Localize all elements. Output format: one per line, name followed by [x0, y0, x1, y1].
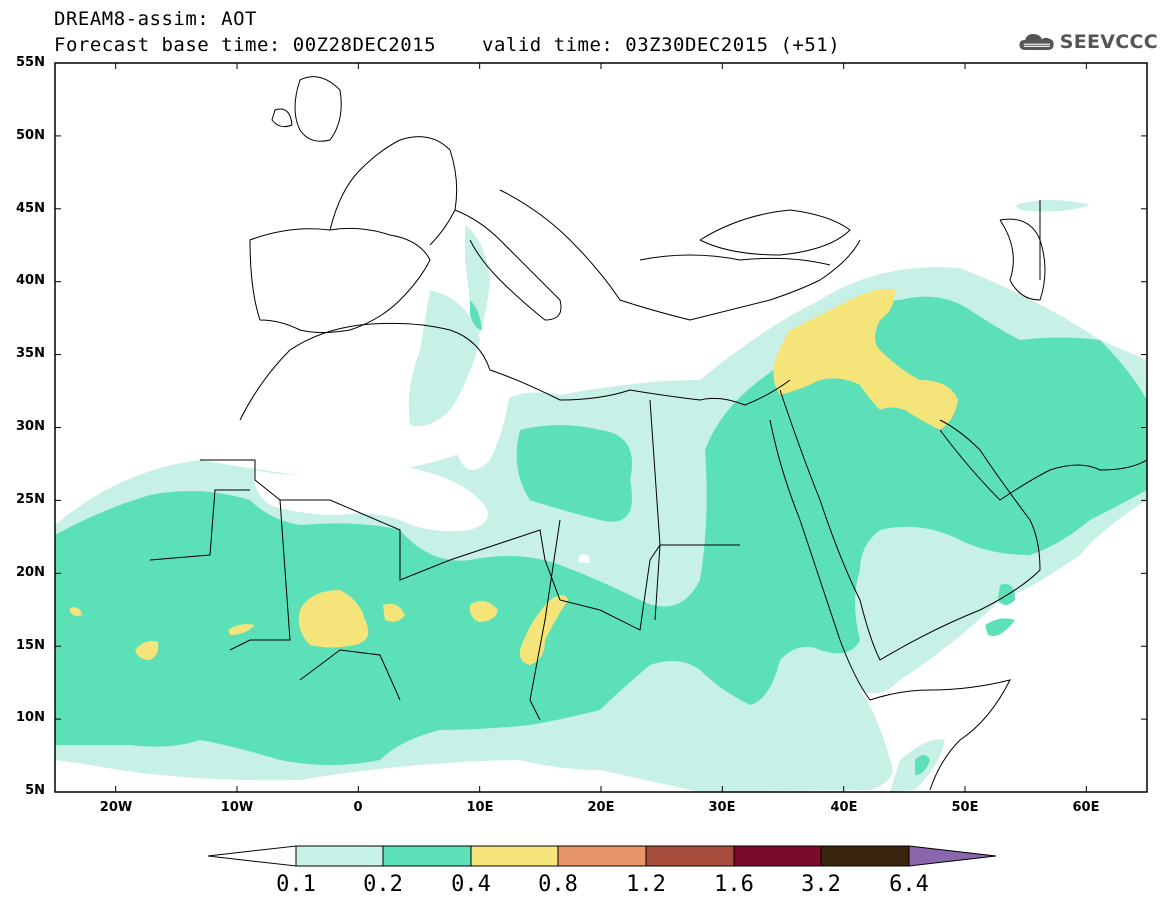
colorbar-label-0.8: 0.8	[538, 872, 578, 897]
axis-ticks	[55, 62, 1147, 793]
coastlines-borders	[149, 76, 1147, 791]
lon-label-10e: 10E	[466, 800, 494, 815]
colorbar-label-0.2: 0.2	[363, 872, 403, 897]
colorbar-label-3.2: 3.2	[801, 872, 841, 897]
colorbar-bin-2	[470, 845, 559, 867]
cloud-icon	[1019, 34, 1054, 50]
lon-label-10w: 10W	[220, 800, 254, 815]
colorbar-label-1.2: 1.2	[626, 872, 666, 897]
lon-label-40e: 40E	[830, 800, 858, 815]
logo-text: SEEVCCC	[1059, 31, 1158, 53]
colorbar-bin-3	[557, 845, 647, 867]
map-title: DREAM8-assim: AOT	[54, 8, 257, 30]
aot-band-0.2-0.4	[55, 296, 1147, 775]
lat-label-20n: 20N	[16, 565, 45, 580]
colorbar-bin-6	[820, 845, 910, 867]
lon-label-20w: 20W	[99, 800, 133, 815]
lon-label-60e: 60E	[1072, 800, 1100, 815]
lon-label-0: 0	[353, 800, 363, 815]
valid-time: valid time: 03Z30DEC2015 (+51)	[482, 34, 841, 56]
colorbar-label-1.6: 1.6	[714, 872, 754, 897]
colorbar-label-0.4: 0.4	[451, 872, 491, 897]
lat-label-55n: 55N	[16, 55, 45, 70]
aot-clear-areas	[254, 387, 700, 564]
lat-label-5n: 5N	[25, 783, 45, 798]
lat-label-25n: 25N	[16, 492, 45, 507]
lat-label-40n: 40N	[16, 273, 45, 288]
lat-label-30n: 30N	[16, 419, 45, 434]
forecast-base-time: Forecast base time: 00Z28DEC2015	[54, 34, 437, 56]
lon-label-20e: 20E	[587, 800, 615, 815]
colorbar-low-triangle	[207, 845, 297, 867]
lat-label-15n: 15N	[16, 638, 45, 653]
colorbar-bin-5	[733, 845, 822, 867]
lat-label-50n: 50N	[16, 128, 45, 143]
colorbar-bin-0	[295, 845, 384, 867]
colorbar	[207, 845, 997, 867]
lat-label-35n: 35N	[16, 346, 45, 361]
lat-label-10n: 10N	[16, 710, 45, 725]
colorbar-bin-4	[645, 845, 735, 867]
seevccc-logo: SEEVCCC	[1018, 24, 1158, 60]
lon-label-50e: 50E	[951, 800, 979, 815]
colorbar-high-triangle	[908, 845, 997, 867]
lon-label-30e: 30E	[708, 800, 736, 815]
colorbar-label-6.4: 6.4	[889, 872, 929, 897]
lat-label-45n: 45N	[16, 201, 45, 216]
colorbar-label-0.1: 0.1	[276, 872, 316, 897]
aot-band-0.4-0.8	[70, 288, 958, 665]
colorbar-bin-1	[382, 845, 472, 867]
